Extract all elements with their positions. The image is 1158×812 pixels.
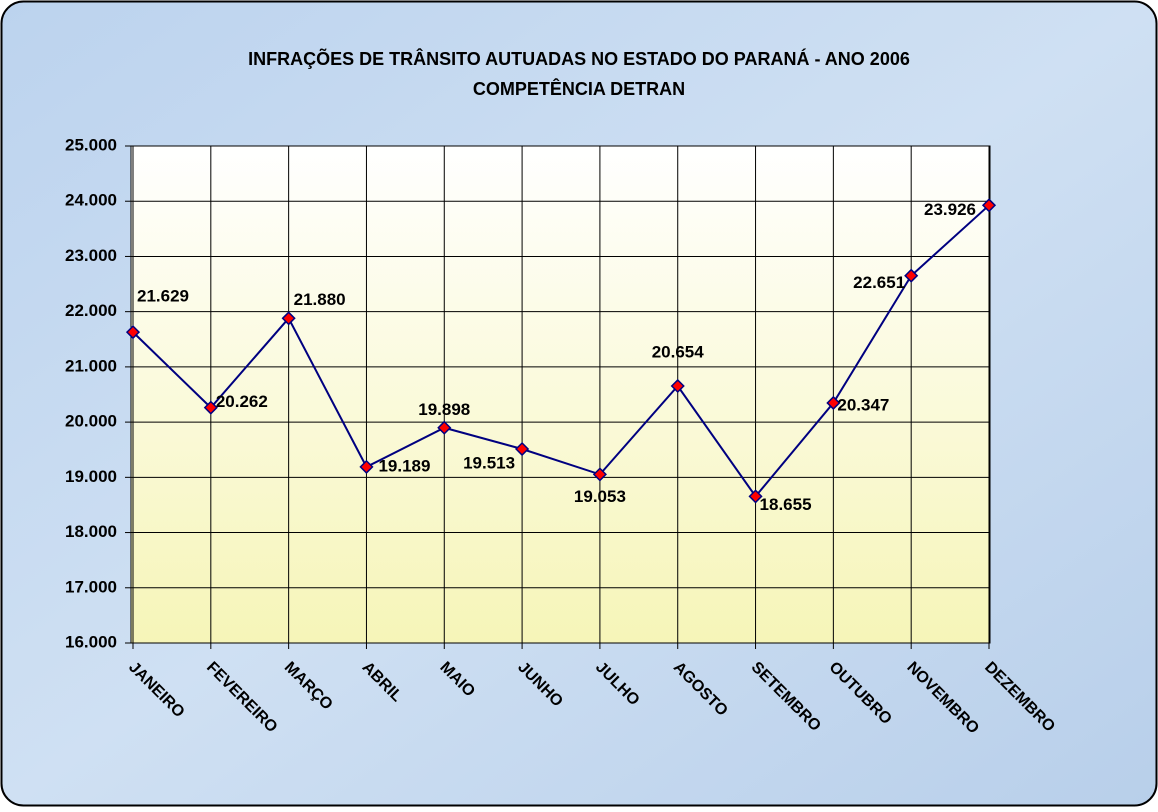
y-tick-label: 21.000: [65, 356, 117, 375]
data-label: 19.053: [574, 487, 626, 506]
data-point: [592, 467, 607, 482]
data-label: 20.654: [652, 342, 705, 361]
data-label: 20.262: [216, 392, 268, 411]
data-label: 22.651: [853, 273, 905, 292]
data-point: [359, 459, 374, 474]
data-label: 19.513: [463, 453, 515, 472]
data-point: [981, 198, 997, 213]
y-tick-label: 24.000: [65, 191, 117, 210]
data-point: [203, 400, 218, 415]
plot-area: [130, 145, 991, 644]
series-line: [132, 204, 990, 499]
data-point: [670, 378, 685, 394]
chart-subtitle: COMPETÊNCIA DETRAN: [473, 78, 685, 99]
y-tick-label: 23.000: [65, 246, 117, 265]
y-tick-label: 20.000: [65, 412, 117, 431]
data-label: 21.880: [294, 290, 346, 309]
data-point: [515, 441, 530, 457]
y-tick-label: 19.000: [65, 467, 117, 486]
data-point: [904, 268, 919, 283]
data-label: 21.629: [137, 287, 189, 306]
y-tick-label: 22.000: [65, 301, 117, 320]
data-label: 19.898: [418, 400, 470, 419]
y-tick-label: 16.000: [65, 632, 117, 651]
y-tick-label: 18.000: [65, 522, 117, 541]
data-point: [281, 311, 296, 326]
y-tick-label: 25.000: [65, 135, 117, 154]
data-point: [437, 420, 452, 435]
data-label: 18.655: [760, 495, 812, 514]
data-point: [748, 489, 763, 504]
data-label: 19.189: [378, 456, 430, 475]
data-point: [125, 325, 141, 340]
y-tick-label: 17.000: [65, 577, 117, 596]
chart-title: INFRAÇÕES DE TRÂNSITO AUTUADAS NO ESTADO…: [248, 48, 910, 69]
data-label: 20.347: [837, 395, 889, 414]
data-label: 23.926: [924, 200, 976, 219]
data-point: [826, 395, 841, 411]
